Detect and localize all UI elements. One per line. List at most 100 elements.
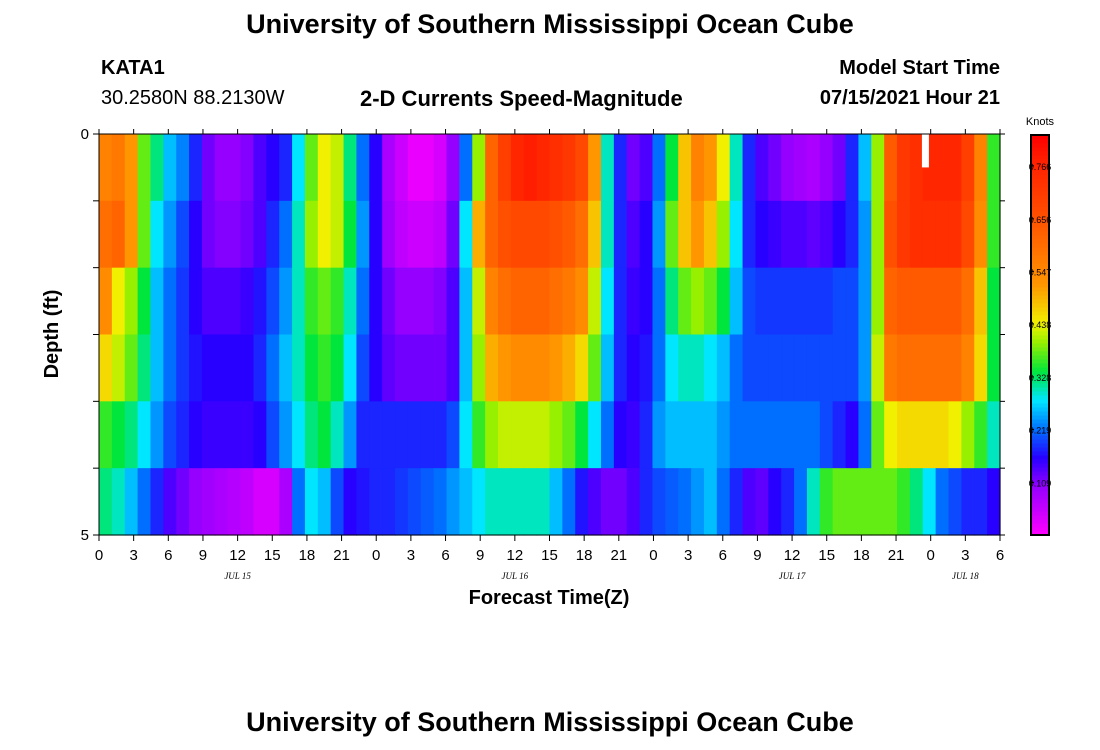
- missing-data-cell: [921, 134, 929, 168]
- heatmap-cell: [266, 267, 280, 336]
- colorbar-swatch: [1031, 527, 1049, 532]
- heatmap-cell: [99, 134, 113, 202]
- heatmap-cell: [382, 401, 396, 469]
- heatmap-cell: [703, 134, 718, 202]
- heatmap-cell: [871, 134, 885, 202]
- heatmap-cell: [768, 267, 782, 336]
- heatmap-cell: [227, 134, 242, 202]
- colorbar-swatch: [1031, 179, 1049, 184]
- heatmap-cell: [292, 200, 306, 269]
- heatmap-cell: [356, 334, 370, 402]
- heatmap-cell: [395, 468, 409, 536]
- heatmap-cell: [279, 468, 293, 536]
- heatmap-cell: [665, 401, 679, 469]
- heatmap-cell: [395, 267, 409, 336]
- colorbar-swatch: [1031, 287, 1049, 292]
- heatmap-cell: [150, 334, 164, 402]
- heatmap-cell: [613, 468, 628, 536]
- heatmap-cell: [549, 200, 563, 269]
- heatmap-cell: [253, 134, 267, 202]
- heatmap-cell: [691, 468, 705, 536]
- heatmap-cell: [884, 334, 898, 402]
- colorbar-swatch: [1031, 363, 1049, 368]
- heatmap-cell: [729, 267, 744, 336]
- heatmap-cell: [304, 134, 319, 202]
- colorbar-swatch: [1031, 155, 1049, 160]
- heatmap-cell: [446, 334, 460, 402]
- heatmap-cell: [536, 200, 551, 269]
- x-tick-label: 18: [576, 547, 593, 564]
- heatmap-cell: [253, 267, 267, 336]
- heatmap-cell: [562, 334, 576, 402]
- heatmap-cell: [935, 134, 950, 202]
- colorbar-unit: Knots: [1026, 116, 1055, 128]
- heatmap-cell: [935, 200, 950, 269]
- colorbar-swatch: [1031, 351, 1049, 356]
- colorbar-swatch: [1031, 391, 1049, 396]
- colorbar-swatch: [1031, 343, 1049, 348]
- heatmap-cell: [703, 267, 718, 336]
- heatmap-cell: [884, 134, 898, 202]
- heatmap-cell: [407, 401, 422, 469]
- heatmap-cell: [961, 401, 975, 469]
- heatmap-cell: [858, 401, 872, 469]
- colorbar-swatch: [1031, 495, 1049, 500]
- colorbar-swatch: [1031, 511, 1049, 516]
- heatmap-cell: [948, 200, 962, 269]
- heatmap-cell: [845, 134, 860, 202]
- heatmap-cell: [665, 334, 679, 402]
- heatmap-cell: [330, 468, 345, 536]
- heatmap-cell: [523, 267, 538, 336]
- heatmap-cell: [781, 401, 795, 469]
- colorbar-tick-label: 0.438: [1029, 320, 1052, 330]
- heatmap-cell: [279, 334, 293, 402]
- date-label: JUL 16: [502, 571, 529, 581]
- date-label: JUL 15: [224, 571, 251, 581]
- heatmap-cell: [794, 267, 808, 336]
- heatmap-cell: [227, 468, 242, 536]
- heatmap-cell: [588, 267, 602, 336]
- heatmap-cell: [588, 200, 602, 269]
- heatmap-cell: [317, 267, 332, 336]
- colorbar-swatch: [1031, 347, 1049, 352]
- heatmap-cell: [459, 468, 473, 536]
- x-tick-label: 18: [299, 547, 316, 564]
- heatmap-cell: [498, 401, 512, 469]
- heatmap-cell: [485, 401, 499, 469]
- heatmap-cell: [240, 334, 255, 402]
- heatmap-cell: [678, 267, 692, 336]
- heatmap-cell: [446, 267, 460, 336]
- heatmap-cell: [549, 401, 563, 469]
- colorbar-swatch: [1031, 139, 1049, 144]
- colorbar-swatch: [1031, 191, 1049, 196]
- x-tick-label: 3: [684, 547, 692, 564]
- heatmap-cell: [356, 267, 370, 336]
- heatmap-cell: [974, 267, 988, 336]
- heatmap-cell: [510, 200, 525, 269]
- heatmap-cell: [137, 334, 152, 402]
- heatmap-cell: [176, 401, 190, 469]
- heatmap-cell: [523, 200, 538, 269]
- heatmap-cell: [639, 200, 654, 269]
- colorbar-swatch: [1031, 307, 1049, 312]
- colorbar-swatch: [1031, 255, 1049, 260]
- heatmap-cell: [819, 200, 834, 269]
- heatmap-cell: [292, 267, 306, 336]
- colorbar-swatch: [1031, 175, 1049, 180]
- heatmap-cell: [729, 401, 744, 469]
- heatmap-cell: [292, 468, 306, 536]
- colorbar: Knots 0.766 0.656 0.547 0.438 0.328 0.219 0.109: [1026, 116, 1055, 536]
- colorbar-swatch: [1031, 219, 1049, 224]
- heatmap-cell: [472, 334, 486, 402]
- heatmap-cell: [485, 468, 499, 536]
- colorbar-swatch: [1031, 151, 1049, 156]
- heatmap-cell: [832, 134, 847, 202]
- colorbar-swatch: [1031, 335, 1049, 340]
- heatmap-cell: [948, 334, 962, 402]
- colorbar-swatch: [1031, 207, 1049, 212]
- heatmap-cell: [163, 401, 177, 469]
- heatmap-cell: [369, 334, 383, 402]
- heatmap-cell: [845, 200, 860, 269]
- x-tick-label: 12: [507, 547, 524, 564]
- colorbar-swatch: [1031, 515, 1049, 520]
